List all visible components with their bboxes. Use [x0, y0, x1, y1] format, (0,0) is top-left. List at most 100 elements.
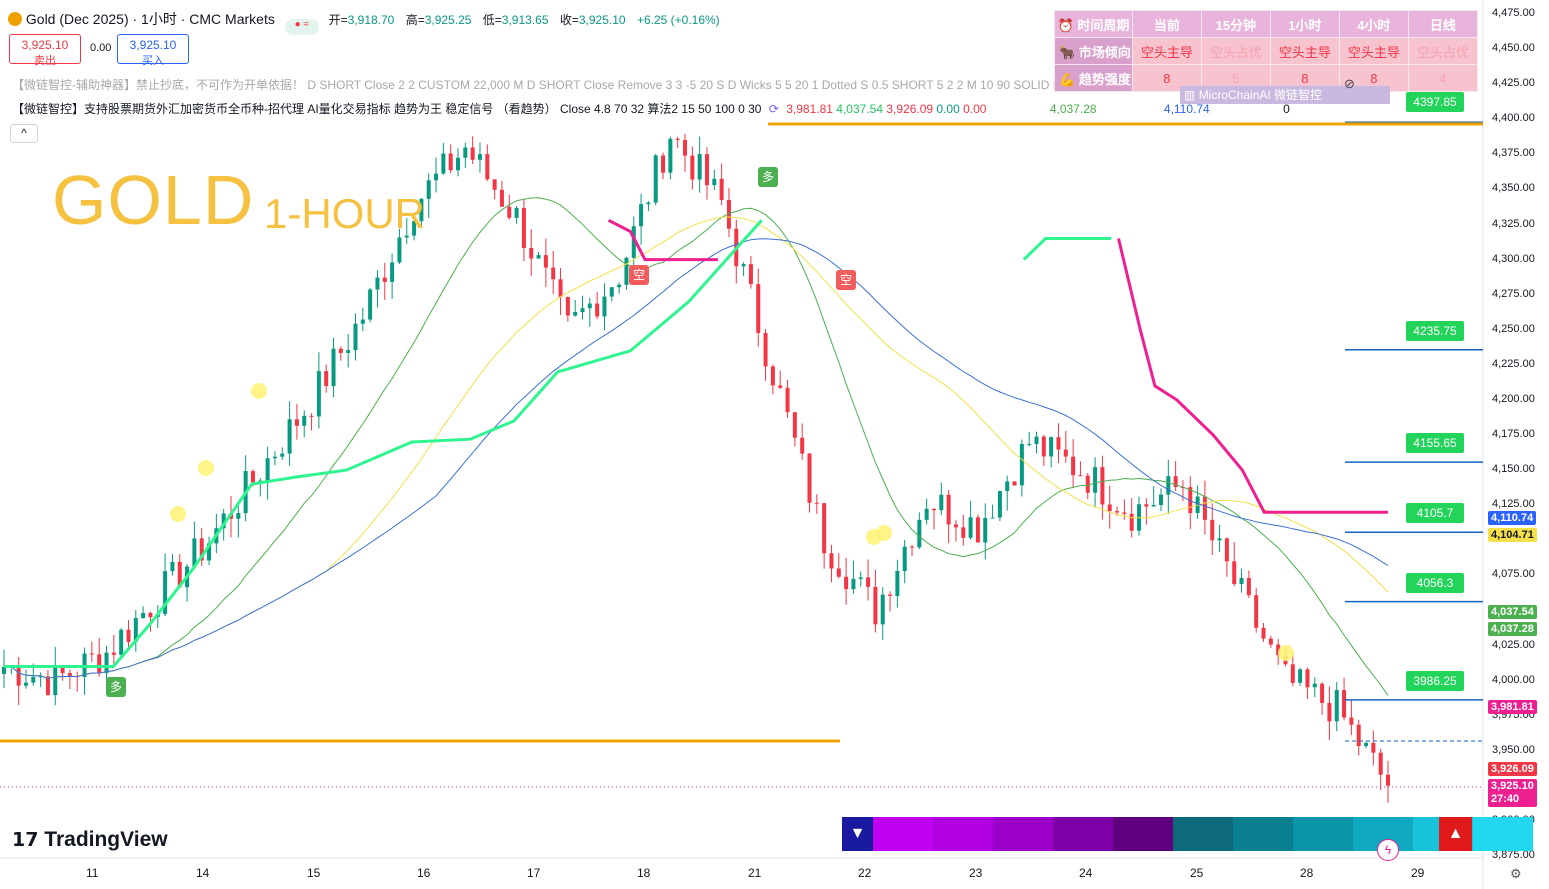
x-tick-label: 23	[969, 866, 983, 880]
market-status-icon: ● ≈	[284, 19, 319, 35]
th-1h: 1小时	[1269, 10, 1340, 38]
candle-body	[946, 494, 951, 525]
candle-body	[910, 546, 915, 548]
candle-body	[580, 308, 585, 313]
ind2-v2: 4,037.54	[836, 102, 884, 116]
candle-body	[866, 577, 871, 587]
rh-strength: 💪 趋势强度	[1054, 64, 1133, 92]
ind2-v3: 3,926.09	[886, 102, 934, 116]
candle-body	[880, 594, 885, 625]
candle-body	[221, 513, 226, 529]
candle-body	[97, 654, 102, 674]
bias-1h: 空头主导	[1269, 37, 1340, 65]
level-box-3: 4155.65	[1406, 433, 1464, 453]
trail-stop-down	[607, 218, 718, 262]
candle-body	[1034, 436, 1039, 444]
candle-body	[1290, 664, 1295, 683]
candle-body	[558, 279, 563, 297]
candle-body	[1312, 683, 1317, 688]
candle-body	[792, 412, 797, 438]
y-tick-label: 4,325.00	[1492, 217, 1535, 230]
gold-icon	[8, 12, 22, 26]
candle-body	[338, 348, 343, 353]
candle-body	[668, 138, 673, 173]
candle-body	[639, 204, 644, 227]
y-tick-label: 4,250.00	[1492, 322, 1535, 335]
refresh-icon: ⟳	[768, 102, 779, 116]
candle-body	[60, 665, 65, 674]
y-tick-label: 4,450.00	[1492, 42, 1535, 55]
trend-table-header: ⏰ 时间周期 当前 15分钟 1小时 4小时 日线	[1054, 10, 1478, 38]
marker-dot	[1278, 645, 1294, 661]
symbol-title[interactable]: Gold (Dec 2025) · 1小时 · CMC Markets	[25, 11, 275, 27]
x-tick-label: 28	[1300, 866, 1314, 880]
candle-body	[199, 538, 204, 561]
collapse-legend-button[interactable]: ^	[10, 124, 38, 143]
candle-body	[375, 277, 380, 290]
candle-body	[1085, 475, 1090, 493]
candle-body	[1364, 742, 1369, 746]
candle-body	[1041, 436, 1046, 457]
candle-body	[1320, 683, 1325, 703]
candle-body	[1261, 627, 1266, 639]
candle-body	[346, 350, 351, 353]
candle-body	[712, 178, 717, 186]
candle-body	[302, 415, 307, 426]
candle-body	[807, 453, 812, 503]
level-box-4: 4105.7	[1406, 503, 1464, 523]
candle-body	[1049, 437, 1054, 457]
indicator-1-legend[interactable]: 【微链智控-辅助神器】禁止抄底，不可作为开单依据！ D SHORT Close …	[12, 78, 1299, 92]
candle-body	[426, 180, 431, 199]
lightning-icon[interactable]: ϟ	[1377, 839, 1399, 861]
heat-segment	[933, 817, 993, 851]
candle-body	[1305, 669, 1310, 688]
candle-body	[521, 207, 526, 248]
level-box-5: 4056.3	[1406, 573, 1464, 593]
hide-eye-icon[interactable]: ⊘	[1344, 76, 1355, 91]
candle-body	[1122, 512, 1127, 514]
sell-button[interactable]: 3,925.10 卖出	[9, 34, 81, 67]
candle-body	[1129, 513, 1134, 531]
candle-body	[507, 206, 512, 218]
candle-body	[324, 371, 329, 387]
candle-body	[250, 471, 255, 483]
candle-body	[477, 154, 482, 160]
candle-body	[1012, 481, 1017, 486]
candle-body	[624, 257, 629, 285]
indicator-2-legend[interactable]: 【微链智控】支持股票期货外汇加密货币全币种-招代理 AI量化交易指标 趋势为王 …	[12, 100, 1392, 117]
candle-body	[287, 419, 292, 454]
th-current: 当前	[1131, 10, 1202, 38]
candle-body	[331, 348, 336, 387]
settings-gear-icon[interactable]: ⚙	[1510, 866, 1522, 881]
candle-body	[822, 503, 827, 554]
candle-body	[1188, 487, 1193, 514]
candle-body	[690, 155, 695, 180]
y-tick-label: 4,275.00	[1492, 287, 1535, 300]
y-tick-label: 4,025.00	[1492, 638, 1535, 651]
candle-body	[1027, 443, 1032, 445]
candle-body	[697, 154, 702, 180]
short-signal-2: 空	[836, 270, 856, 290]
candle-body	[1202, 496, 1207, 520]
candle-body	[1210, 519, 1215, 541]
ohlc-readout: 开=3,918.70 高=3,925.25 低=3,913.65 收=3,925…	[328, 13, 720, 27]
tag-last-price: 3,925.10 27:40	[1488, 779, 1537, 807]
heat-segment	[1473, 817, 1533, 851]
candle-body	[38, 676, 43, 678]
symbol-header[interactable]: Gold (Dec 2025) · 1小时 · CMC Markets ● ≈ …	[8, 9, 728, 35]
candle-body	[390, 262, 395, 282]
x-tick-label: 16	[417, 866, 431, 880]
buy-button[interactable]: 3,925.10 买入	[117, 34, 189, 67]
candle-body	[573, 312, 578, 316]
ind2-v4: 0.00	[936, 102, 960, 116]
up-triangle-icon: ▲	[1439, 817, 1472, 851]
candle-body	[419, 198, 424, 222]
candle-body	[778, 385, 783, 388]
indicator-2-text: 【微链智控】支持股票期货外汇加密货币全币种-招代理 AI量化交易指标 趋势为王 …	[12, 102, 762, 116]
ma-blue-line	[3, 238, 1389, 680]
ma-green-line	[3, 197, 1389, 696]
tradingview-logo[interactable]: 𝟭𝟳 TradingView	[12, 828, 168, 851]
candle-body	[207, 543, 212, 561]
ind2-v6: 4,037.28	[1049, 102, 1097, 116]
